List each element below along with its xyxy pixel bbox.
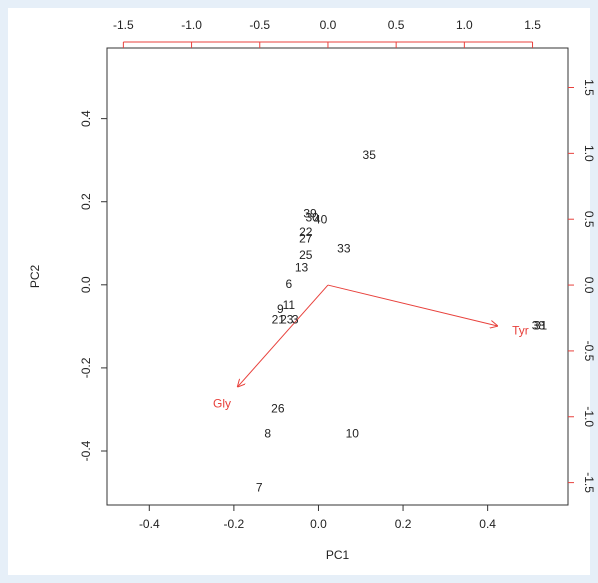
- point-label: 11: [283, 298, 296, 312]
- x-tick-label: 0.4: [479, 517, 496, 531]
- x-axis-title: PC1: [326, 548, 350, 562]
- x2-tick-label: 0.0: [320, 18, 337, 32]
- loading-label: Gly: [213, 397, 231, 411]
- x2-tick-label: -1.0: [181, 18, 202, 32]
- point-label: 31: [534, 319, 548, 333]
- panel: [8, 8, 590, 575]
- point-label: 13: [295, 260, 309, 274]
- point-label: 10: [346, 427, 360, 441]
- x2-tick-label: -1.5: [113, 18, 134, 32]
- loading-arrow: [238, 284, 329, 386]
- point-label: 38: [532, 319, 546, 333]
- point-label: 33: [337, 242, 351, 256]
- y-tick-label: 0.2: [79, 193, 93, 210]
- point-label: 21: [272, 312, 286, 326]
- y2-tick-label: 1.5: [582, 79, 596, 96]
- x2-tick-label: 1.5: [524, 18, 541, 32]
- y2-tick-label: -1.0: [582, 406, 596, 427]
- x-tick-label: -0.4: [139, 517, 160, 531]
- point-label: 23: [280, 312, 294, 326]
- x2-tick-label: 1.0: [456, 18, 473, 32]
- y-axis-title: PC2: [28, 265, 42, 289]
- loading-arrow: [327, 284, 497, 326]
- y2-tick-label: 1.0: [582, 145, 596, 162]
- point-label: 39: [303, 206, 317, 220]
- y2-tick-label: 0.0: [582, 277, 596, 294]
- loading-label: Tyr: [512, 324, 529, 338]
- point-label: 27: [299, 231, 313, 245]
- x-tick-label: 0.2: [395, 517, 412, 531]
- y-tick-label: 0.0: [79, 276, 93, 293]
- point-label: 30: [305, 211, 319, 225]
- y2-tick-label: -1.5: [582, 472, 596, 493]
- point-label: 3: [292, 312, 299, 326]
- plot-box: [106, 47, 569, 506]
- point-label: 22: [299, 225, 313, 239]
- y-tick-label: 0.4: [79, 110, 93, 127]
- y-tick-label: -0.2: [79, 357, 93, 378]
- x-tick-label: -0.2: [224, 517, 245, 531]
- point-label: 25: [299, 248, 313, 262]
- point-label: 26: [271, 402, 285, 416]
- point-label: 8: [264, 427, 271, 441]
- x2-tick-label: -0.5: [249, 18, 270, 32]
- point-label: 9: [277, 302, 284, 316]
- point-label: 6: [286, 277, 293, 291]
- x2-tick-label: 0.5: [388, 18, 405, 32]
- point-label: 35: [363, 148, 377, 162]
- point-label: 7: [256, 481, 263, 495]
- y2-tick-label: -0.5: [582, 341, 596, 362]
- y-tick-label: -0.4: [79, 440, 93, 461]
- point-label: 40: [314, 213, 328, 227]
- x-tick-label: 0.0: [310, 517, 327, 531]
- y2-tick-label: 0.5: [582, 211, 596, 228]
